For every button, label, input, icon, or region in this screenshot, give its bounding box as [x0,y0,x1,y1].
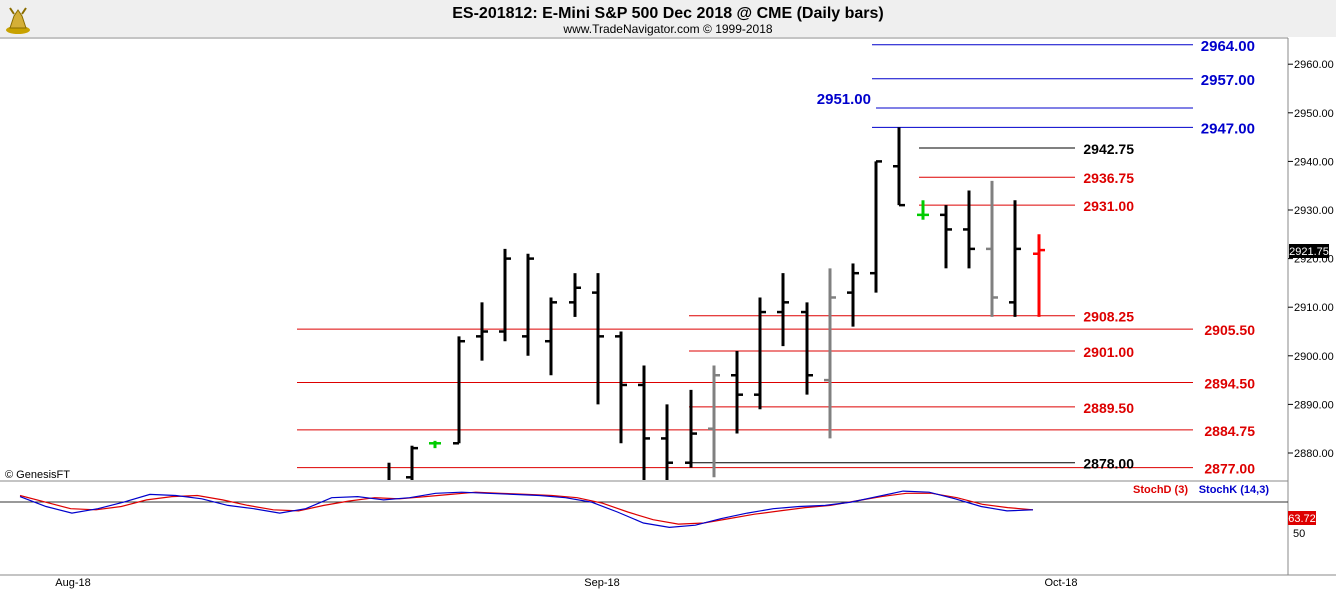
ohlc-bar [731,350,743,434]
chart-title: ES-201812: E-Mini S&P 500 Dec 2018 @ CME… [452,5,884,22]
chart-subtitle: www.TradeNavigator.com © 1999-2018 [562,22,772,36]
stoch-last-label: 63.72 [1288,513,1316,525]
level-label: 2905.50 [1204,322,1255,338]
level-label: 2877.00 [1204,461,1255,477]
price-tick-label: 2880.00 [1294,448,1334,460]
ohlc-bar [801,302,813,395]
stoch-axis-tick: 50 [1293,528,1305,540]
ohlc-bar [917,200,929,220]
ohlc-bar [1033,234,1045,317]
ohlc-bar [453,336,465,445]
price-tick-label: 2910.00 [1294,302,1334,314]
level-label: 2936.75 [1083,170,1134,186]
ohlc-bar [615,331,627,444]
ohlc-bar [499,248,511,342]
ohlc-bar [685,389,697,468]
level-label: 2964.00 [1201,38,1255,55]
level-label: 2931.00 [1083,198,1134,214]
ohlc-bar [569,273,581,317]
ohlc-bar [592,273,604,405]
last-price-label: 2921.75 [1289,246,1329,258]
level-label: 2884.75 [1204,423,1255,439]
level-label: 2889.50 [1083,400,1134,416]
ohlc-bar [476,302,488,361]
x-label-sep: Sep-18 [584,577,619,589]
level-label: 2894.50 [1204,376,1255,392]
price-bars [387,127,1045,480]
price-tick-label: 2930.00 [1294,205,1334,217]
price-tick-label: 2900.00 [1294,351,1334,363]
price-tick-label: 2960.00 [1294,59,1334,71]
level-label: 2878.00 [1083,456,1134,472]
price-axis: 2880.002890.002900.002910.002920.002930.… [1288,59,1334,460]
ohlc-bar [824,268,836,439]
ohlc-bar [847,263,859,327]
price-tick-label: 2890.00 [1294,399,1334,411]
level-label: 2942.75 [1083,141,1134,157]
last-price-tag: 2921.75 [1289,244,1329,258]
header-band [0,0,1336,37]
stochK-line [19,490,1034,529]
level-lines: 2964.00 2957.00 2947.00 2905.50 2894.50 2884.… [297,38,1255,477]
ohlc-bar [870,160,882,293]
ohlc-bar [708,365,720,478]
price-tick-label: 2940.00 [1294,156,1334,168]
ohlc-bar [638,365,650,480]
ohlc-bar [429,440,441,449]
bull-logo-icon [6,7,30,34]
ohlc-bar [963,190,975,269]
stochastic-panel: StochD (3) StochK (14,3) 50 63.72 [0,484,1316,540]
x-label-oct: Oct-18 [1044,577,1077,589]
ohlc-bar [986,180,998,317]
level-label: 2951.00 [817,91,871,108]
ohlc-bar [522,253,534,356]
stochK-legend: StochK (14,3) [1199,484,1270,496]
ohlc-bar [406,445,418,480]
level-label: 2908.25 [1083,309,1134,325]
level-label: 2957.00 [1201,72,1255,89]
ohlc-bar [661,404,673,480]
ohlc-bar [1009,200,1021,317]
ohlc-bar [754,297,766,410]
ohlc-bar [940,205,952,269]
stochD-legend: StochD (3) [1133,484,1188,496]
watermark: © GenesisFT [5,469,70,481]
price-tick-label: 2950.00 [1294,108,1334,120]
level-label: 2901.00 [1083,344,1134,360]
stoch-last-tag [1288,511,1316,525]
ohlc-bar [893,127,905,207]
stochD-line [19,491,1034,525]
level-label: 2947.00 [1201,120,1255,137]
ohlc-bar [545,297,557,376]
x-label-aug: Aug-18 [55,577,90,589]
ohlc-bar [777,273,789,347]
